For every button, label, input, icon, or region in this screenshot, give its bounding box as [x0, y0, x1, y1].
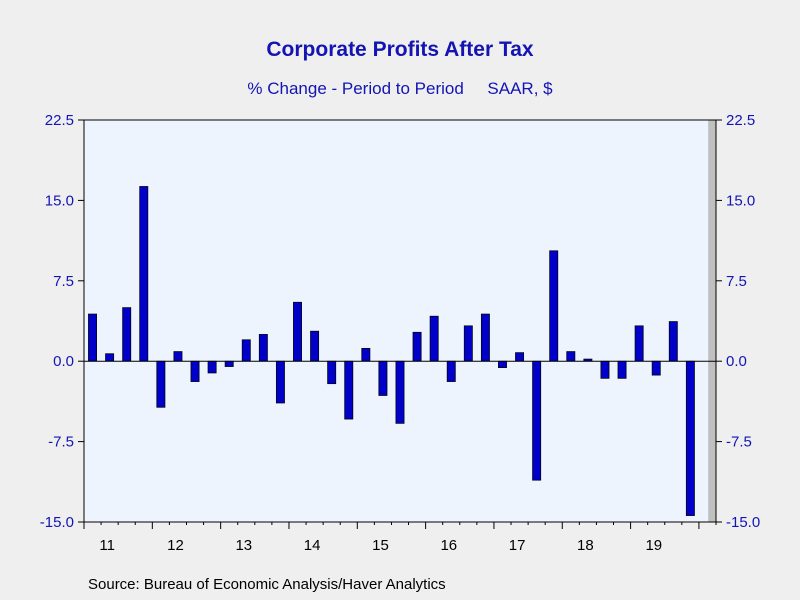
- bar: [241, 339, 251, 362]
- bar: [429, 315, 439, 362]
- bar: [480, 313, 490, 362]
- bar: [600, 360, 610, 379]
- x-tick-label: 14: [304, 537, 321, 554]
- x-tick-label: 19: [645, 537, 662, 554]
- bar: [156, 360, 166, 408]
- x-tick-label: 18: [577, 537, 594, 554]
- bar: [327, 360, 337, 385]
- x-tick-label: 16: [440, 537, 457, 554]
- y-tick-label-right: -7.5: [726, 434, 752, 451]
- bar: [224, 360, 234, 367]
- bar: [515, 352, 525, 362]
- y-tick-label-left: 15.0: [45, 192, 74, 209]
- axis-labels: 22.5 22.5 15.0 15.0 7.5 7.5 0.0 0.0 -7.5 -7.5 -15.…: [40, 112, 760, 554]
- bar: [122, 307, 132, 362]
- bar: [668, 321, 678, 362]
- x-tick-label: 11: [99, 537, 115, 554]
- bars: [88, 186, 695, 516]
- y-tick-label-left: 22.5: [45, 112, 74, 129]
- bar: [498, 360, 507, 368]
- bar: [173, 351, 183, 362]
- bar: [395, 360, 405, 424]
- y-tick-label-left: 0.0: [53, 353, 74, 370]
- bar: [139, 186, 149, 362]
- bar: [105, 353, 115, 362]
- bar: [361, 347, 371, 362]
- y-tick-label-right: 0.0: [726, 353, 747, 370]
- bar: [566, 351, 576, 362]
- bar: [634, 325, 644, 362]
- bar: [207, 360, 217, 374]
- bar: [617, 360, 627, 379]
- y-tick-label-left: 7.5: [53, 273, 74, 290]
- x-tick-label: 17: [509, 537, 526, 554]
- source-note: Source: Bureau of Economic Analysis/Have…: [88, 576, 446, 593]
- x-tick-label: 12: [167, 537, 184, 554]
- y-tick-label-right: 15.0: [726, 192, 755, 209]
- bar: [532, 360, 542, 481]
- bar: [446, 360, 456, 382]
- x-tick-label: 13: [235, 537, 252, 554]
- recession-shade: [708, 120, 716, 522]
- y-tick-label-right: -15.0: [726, 514, 760, 531]
- bar: [378, 360, 388, 396]
- bar: [651, 360, 661, 376]
- bar: [275, 360, 285, 404]
- bar: [190, 360, 200, 382]
- axis-ticks: [78, 119, 722, 529]
- y-tick-label-right: 7.5: [726, 273, 747, 290]
- chart-title: Corporate Profits After Tax: [266, 38, 534, 61]
- x-tick-label: 15: [372, 537, 389, 554]
- bar: [293, 301, 302, 362]
- bar: [549, 250, 559, 362]
- bar: [685, 360, 695, 516]
- plot-frame: [83, 119, 717, 523]
- bar: [344, 360, 354, 420]
- bar: [310, 330, 320, 362]
- y-tick-label-right: 22.5: [726, 112, 755, 129]
- bar: [88, 313, 97, 362]
- chart-subtitle: % Change - Period to Period SAAR, $: [247, 79, 553, 98]
- bar: [412, 331, 422, 362]
- plot-area: [84, 120, 716, 522]
- bar: [463, 325, 473, 362]
- y-tick-label-left: -15.0: [40, 514, 74, 531]
- y-tick-label-left: -7.5: [48, 434, 74, 451]
- bar: [258, 334, 268, 362]
